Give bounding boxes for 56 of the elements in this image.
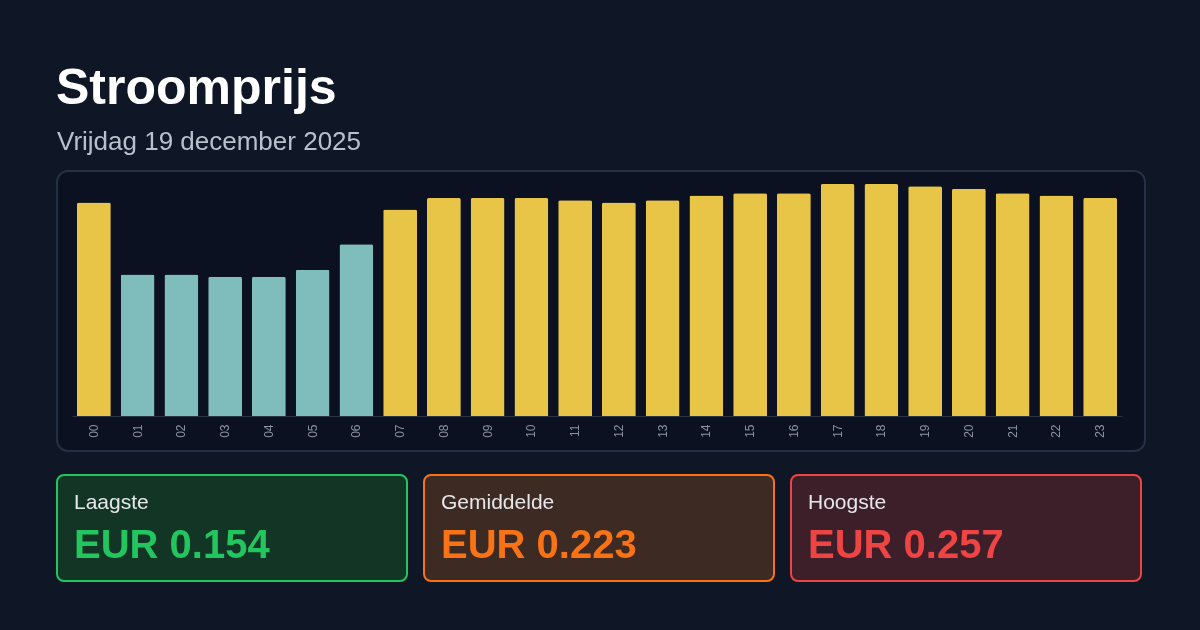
x-tick-label: 07 (393, 424, 408, 438)
bar (995, 193, 1030, 416)
x-tick-label: 20 (961, 424, 976, 438)
bar (558, 200, 593, 416)
x-tick-label: 13 (655, 424, 670, 438)
x-tick-label: 06 (349, 424, 364, 438)
bar (776, 193, 811, 416)
bar (733, 193, 768, 416)
x-tick-label: 11 (568, 424, 583, 437)
x-tick-label: 00 (86, 424, 101, 438)
bar (120, 274, 155, 416)
bar (339, 244, 374, 416)
x-tick-label: 17 (830, 424, 845, 438)
bar (514, 197, 549, 416)
bar (1083, 197, 1118, 416)
x-tick-label: 21 (1005, 424, 1020, 438)
x-tick-label: 14 (699, 424, 714, 438)
bar (820, 184, 855, 416)
bar (689, 195, 724, 416)
text: EUR 0.223 (441, 522, 637, 567)
bar (383, 209, 418, 416)
bar (164, 274, 199, 416)
x-tick-label: 04 (261, 424, 276, 438)
bar (601, 202, 636, 416)
bar (470, 197, 505, 416)
text: EUR 0.154 (74, 522, 270, 567)
x-tick-label: 22 (1049, 424, 1064, 438)
text: EUR 0.257 (808, 522, 1004, 567)
x-tick-label: 19 (918, 424, 933, 438)
x-tick-label: 15 (743, 424, 758, 438)
x-tick-label: 05 (305, 424, 320, 438)
text: Laagste (74, 490, 149, 514)
text: Hoogste (808, 490, 887, 514)
x-tick-label: 18 (874, 424, 889, 438)
bar (426, 197, 461, 416)
bar (251, 276, 286, 416)
bar (295, 269, 330, 416)
bar (864, 184, 899, 416)
bar (645, 200, 680, 416)
chart-subtitle: Vrijdag 19 december 2025 (57, 126, 362, 157)
text: Gemiddelde (441, 490, 555, 514)
x-tick-label: 12 (611, 424, 626, 438)
x-tick-label: 08 (436, 424, 451, 438)
chart-title: Stroomprijs (56, 58, 337, 116)
x-tick-label: 09 (480, 424, 495, 438)
bar (908, 186, 943, 416)
bar (951, 188, 986, 416)
bar (1039, 195, 1074, 416)
x-tick-label: 10 (524, 424, 539, 438)
x-tick-label: 03 (218, 424, 233, 438)
bar (208, 276, 243, 416)
x-tick-label: 16 (786, 424, 801, 438)
x-tick-label: 01 (130, 424, 145, 438)
bar (76, 202, 111, 416)
x-tick-label: 23 (1093, 424, 1108, 438)
x-tick-label: 02 (174, 424, 189, 438)
